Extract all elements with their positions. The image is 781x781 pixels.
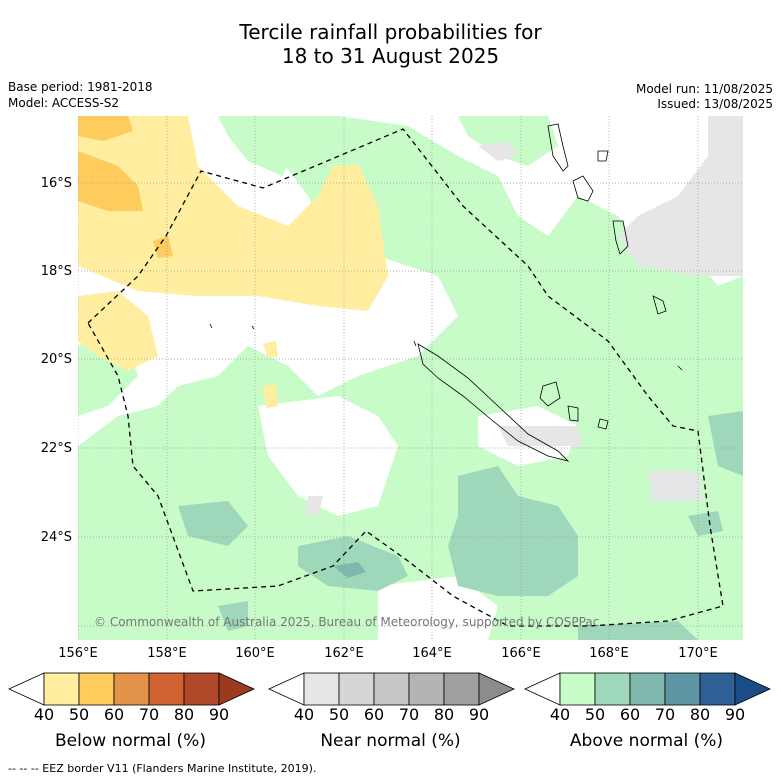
longitude-label: 166°E [501, 646, 541, 661]
model-run: Model run: 11/08/2025 [635, 82, 773, 96]
colorbar-segment [338, 672, 375, 706]
colorbar-segment [594, 672, 631, 706]
colorbar-tick-label: 40 [293, 705, 315, 724]
above-normal-70-region [333, 562, 366, 578]
normal-region [258, 396, 578, 640]
colorbar-title-above: Above normal (%) [569, 731, 724, 751]
new-caledonia-island [417, 343, 570, 462]
colorbar-tick-label: 90 [468, 705, 490, 724]
colorbar-tick-label: 70 [654, 705, 676, 724]
colorbar-segment [443, 672, 480, 706]
vanuatu-islands [547, 123, 667, 315]
longitude-label: 162°E [324, 646, 364, 661]
latitude-label: 24°S [40, 530, 72, 545]
longitude-label: 170°E [678, 646, 718, 661]
colorbar-segment [148, 672, 185, 706]
colorbar-high-extend [218, 672, 255, 706]
latitude-label: 22°S [40, 441, 72, 456]
colorbar-high-extend [734, 672, 771, 706]
colorbar-tick-label: 60 [103, 705, 125, 724]
colorbar-tick-label: 80 [689, 705, 711, 724]
longitude-label: 156°E [58, 646, 98, 661]
colorbar-title-below: Below normal (%) [55, 731, 206, 751]
issued-date: Issued: 13/08/2025 [657, 97, 773, 111]
coastlines [209, 123, 683, 462]
colorbar-low-extend [268, 672, 305, 706]
colorbar-tick-label: 50 [328, 705, 350, 724]
colorbar-tick-label: 80 [433, 705, 455, 724]
map-title-line1: Tercile rainfall probabilities for [239, 20, 542, 44]
map-canvas [78, 116, 743, 640]
colorbar-segment [183, 672, 220, 706]
colorbar-segment [78, 672, 115, 706]
latitude-label: 16°S [40, 176, 72, 191]
map-title-line2: 18 to 31 August 2025 [281, 44, 500, 68]
colorbar-segment [699, 672, 736, 706]
longitude-label: 158°E [147, 646, 187, 661]
loyalty-islands [539, 381, 609, 430]
colorbar-segment [408, 672, 445, 706]
below-normal-50-region [78, 116, 388, 408]
colorbar-tick-label: 70 [138, 705, 160, 724]
colorbar-low-extend [8, 672, 45, 706]
colorbar-tick-label: 90 [724, 705, 746, 724]
colorbar-segment [43, 672, 80, 706]
base-period: Base period: 1981-2018 [8, 80, 153, 94]
colorbar-tick-label: 70 [398, 705, 420, 724]
colorbar-segment [664, 672, 701, 706]
colorbar-segment [303, 672, 340, 706]
colorbar-segment [113, 672, 150, 706]
latitude-label: 18°S [40, 264, 72, 279]
colorbar-below [8, 672, 255, 706]
longitude-label: 160°E [235, 646, 275, 661]
colorbar-segment [373, 672, 410, 706]
rainfall-probability-map: © Commonwealth of Australia 2025, Bureau… [78, 116, 743, 640]
longitude-label: 168°E [589, 646, 629, 661]
colorbar-title-near: Near normal (%) [320, 731, 461, 751]
colorbar-tick-label: 50 [68, 705, 90, 724]
copyright-notice: © Commonwealth of Australia 2025, Bureau… [94, 615, 600, 629]
latitude-label: 20°S [40, 352, 72, 367]
colorbar-segment [629, 672, 666, 706]
map-gridlines [78, 116, 743, 640]
model-name: Model: ACCESS-S2 [8, 96, 120, 110]
colorbar-high-extend [478, 672, 515, 706]
below-normal-60-region [78, 116, 173, 258]
colorbar-tick-label: 60 [363, 705, 385, 724]
near-normal-50-region [306, 116, 743, 516]
colorbar-tick-label: 40 [33, 705, 55, 724]
small-islands [209, 323, 683, 371]
colorbar-low-extend [524, 672, 561, 706]
colorbar-segment [559, 672, 596, 706]
colorbar-tick-label: 40 [549, 705, 571, 724]
eez-footnote: -- -- -- EEZ border V11 (Flanders Marine… [8, 762, 317, 775]
colorbar-tick-label: 90 [208, 705, 230, 724]
colorbar-near [268, 672, 515, 706]
colorbar-tick-label: 60 [619, 705, 641, 724]
colorbar-tick-label: 80 [173, 705, 195, 724]
colorbar-tick-label: 50 [584, 705, 606, 724]
longitude-label: 164°E [412, 646, 452, 661]
colorbar-above [524, 672, 771, 706]
